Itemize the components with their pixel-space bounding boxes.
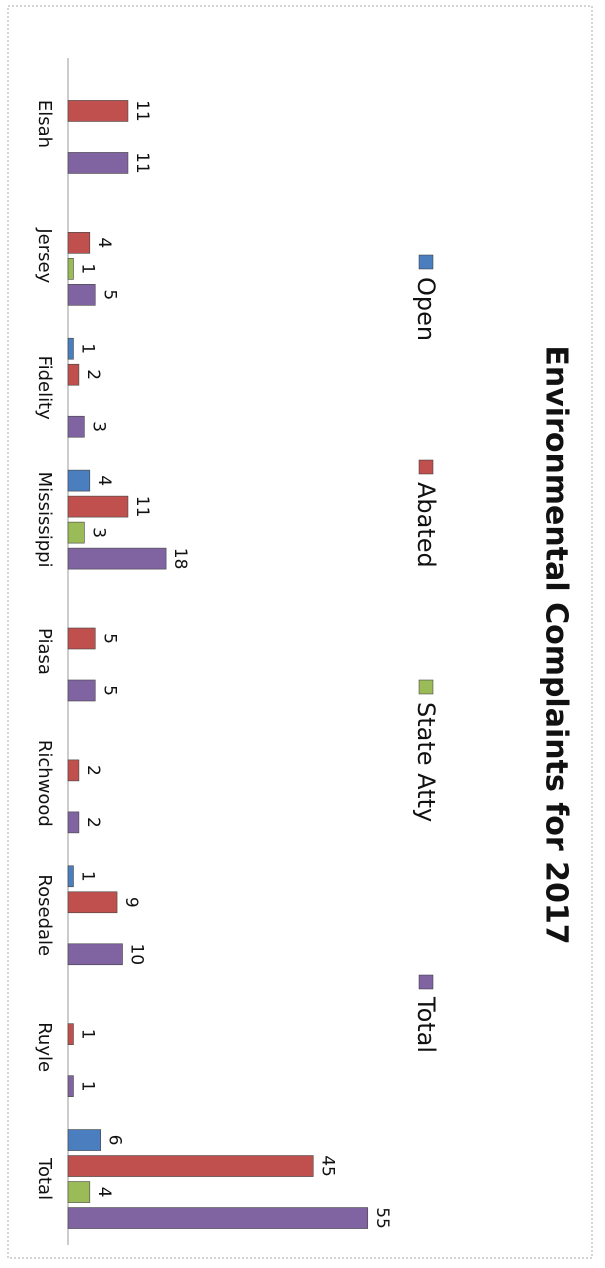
data-label: 1	[77, 871, 97, 882]
legend-swatch	[418, 459, 434, 475]
bar	[67, 258, 74, 280]
bar	[67, 1075, 74, 1097]
bar	[67, 1155, 314, 1177]
legend-label: Abated	[412, 482, 440, 568]
bar	[67, 865, 74, 888]
chart-title: Environmental Complaints for 2017	[539, 345, 574, 944]
bar	[67, 415, 85, 438]
data-label: 45	[317, 1155, 337, 1177]
bar	[67, 811, 80, 834]
bar	[67, 1129, 102, 1151]
data-label: 1	[77, 1029, 97, 1040]
data-label: 4	[94, 475, 114, 486]
data-label: 3	[88, 421, 108, 432]
bar	[67, 1207, 369, 1229]
bar	[67, 521, 85, 544]
legend-label: State Atty	[412, 702, 440, 822]
bar	[67, 284, 96, 306]
data-label: 18	[170, 548, 190, 570]
data-label: 2	[83, 817, 103, 828]
legend-swatch	[418, 679, 434, 695]
data-label: 11	[132, 100, 152, 122]
bar	[67, 152, 129, 174]
bar	[67, 679, 96, 702]
data-label: 5	[99, 633, 119, 644]
data-label: 2	[83, 765, 103, 776]
rotated-chart: Environmental Complaints for 2017 Open Ab…	[34, 58, 574, 1245]
data-label: 1	[77, 1081, 97, 1092]
x-tick-label: Rosedale	[34, 874, 55, 956]
data-label: 2	[83, 369, 103, 380]
data-label: 11	[132, 496, 152, 518]
bar	[67, 759, 80, 782]
data-label: 11	[132, 152, 152, 174]
legend-label: Total	[412, 996, 440, 1053]
bar	[67, 232, 91, 254]
bar	[67, 363, 80, 386]
bar	[67, 547, 167, 570]
data-label: 1	[77, 343, 97, 354]
x-tick-label: Richwood	[34, 740, 55, 827]
bar	[67, 627, 96, 650]
data-label: 3	[88, 527, 108, 538]
bar	[67, 337, 74, 360]
bar	[67, 100, 129, 122]
data-label: 55	[372, 1207, 392, 1229]
bar	[67, 1023, 74, 1045]
bar	[67, 943, 123, 966]
legend-swatch	[418, 254, 434, 270]
x-tick-label: Fidelity	[34, 356, 55, 421]
x-tick-label: Jersey	[34, 227, 55, 283]
chart-border	[7, 5, 593, 1259]
data-label: 4	[94, 1187, 114, 1198]
data-label: 5	[99, 289, 119, 300]
bar	[67, 469, 91, 492]
data-label: 1	[77, 263, 97, 274]
data-label: 9	[121, 897, 141, 908]
bar	[67, 1181, 91, 1203]
data-label: 10	[127, 943, 147, 965]
x-tick-label: Piasa	[34, 628, 55, 675]
x-tick-label: Mississippi	[34, 472, 55, 568]
x-tick-label: Ruyle	[34, 1022, 55, 1072]
data-label: 6	[105, 1135, 125, 1146]
legend-label: Open	[412, 277, 440, 341]
bar	[67, 495, 129, 518]
data-label: 5	[99, 685, 119, 696]
legend-swatch	[418, 974, 434, 990]
bar	[67, 891, 118, 914]
data-label: 4	[94, 237, 114, 248]
x-tick-label: Total	[34, 1157, 55, 1200]
x-tick-label: Elsah	[34, 100, 55, 148]
